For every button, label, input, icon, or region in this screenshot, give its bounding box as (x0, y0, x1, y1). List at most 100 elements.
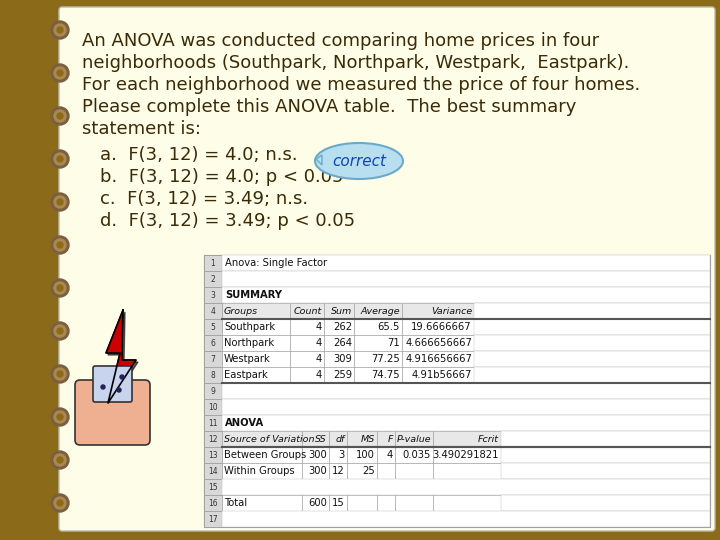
Bar (347, 447, 377, 463)
Bar (501, 447, 710, 463)
Text: 11: 11 (208, 418, 217, 428)
Circle shape (51, 21, 69, 39)
Text: 9: 9 (210, 387, 215, 395)
Text: statement is:: statement is: (82, 120, 201, 138)
Bar (222, 479, 710, 495)
Text: 100: 100 (356, 450, 375, 460)
Text: df: df (336, 435, 345, 443)
Text: 6: 6 (210, 339, 215, 348)
Text: 14: 14 (208, 467, 218, 476)
Text: 15: 15 (208, 483, 218, 491)
Circle shape (57, 70, 63, 76)
Bar (354, 367, 402, 383)
Text: An ANOVA was conducted comparing home prices in four: An ANOVA was conducted comparing home pr… (82, 32, 599, 50)
Bar (302, 431, 329, 447)
Circle shape (57, 113, 63, 119)
Circle shape (54, 325, 66, 337)
Bar (354, 303, 402, 319)
Bar (395, 463, 433, 479)
Text: Total: Total (224, 498, 247, 508)
Bar (222, 255, 710, 271)
Circle shape (54, 239, 66, 251)
Text: SS: SS (315, 435, 327, 443)
Text: ANOVA: ANOVA (225, 418, 264, 428)
Bar (204, 511, 222, 527)
Circle shape (51, 322, 69, 340)
Bar (377, 495, 395, 511)
Bar (222, 511, 710, 527)
Bar (474, 335, 710, 351)
Bar (222, 431, 302, 447)
Bar (433, 495, 501, 511)
Circle shape (57, 27, 63, 33)
Bar (204, 255, 710, 527)
Text: SUMMARY: SUMMARY (225, 290, 282, 300)
Bar (222, 415, 710, 431)
Bar (474, 367, 710, 383)
Text: 4.91b56667: 4.91b56667 (412, 370, 472, 380)
Circle shape (117, 388, 121, 392)
Bar (433, 463, 501, 479)
Circle shape (54, 411, 66, 423)
Circle shape (51, 64, 69, 82)
Circle shape (54, 67, 66, 79)
FancyBboxPatch shape (59, 7, 715, 531)
Circle shape (54, 24, 66, 36)
Bar (402, 351, 474, 367)
Text: 4: 4 (316, 338, 322, 348)
Text: b.  F(3, 12) = 4.0; p < 0.05: b. F(3, 12) = 4.0; p < 0.05 (100, 168, 343, 186)
Bar (354, 319, 402, 335)
Bar (222, 495, 302, 511)
Text: 4: 4 (210, 307, 215, 315)
Bar (474, 351, 710, 367)
Bar (354, 335, 402, 351)
Bar (204, 447, 222, 463)
Bar (204, 399, 222, 415)
Bar (324, 319, 354, 335)
Bar (290, 303, 324, 319)
Bar (204, 367, 222, 383)
Circle shape (57, 371, 63, 377)
Ellipse shape (315, 143, 403, 179)
Text: 259: 259 (333, 370, 352, 380)
Text: 25: 25 (362, 466, 375, 476)
Text: d.  F(3, 12) = 3.49; p < 0.05: d. F(3, 12) = 3.49; p < 0.05 (100, 212, 355, 230)
Bar (402, 367, 474, 383)
Bar (433, 431, 501, 447)
Bar (324, 367, 354, 383)
Text: correct: correct (332, 153, 386, 168)
Circle shape (54, 497, 66, 509)
Circle shape (57, 457, 63, 463)
Text: 71: 71 (387, 338, 400, 348)
Circle shape (57, 328, 63, 334)
Text: Northpark: Northpark (224, 338, 274, 348)
Text: Fcrit: Fcrit (478, 435, 499, 443)
Circle shape (51, 365, 69, 383)
Bar (204, 303, 222, 319)
Text: 19.6666667: 19.6666667 (411, 322, 472, 332)
Circle shape (57, 199, 63, 205)
Bar (204, 495, 222, 511)
Bar (222, 351, 290, 367)
Text: 3.490291821: 3.490291821 (433, 450, 499, 460)
Bar (433, 447, 501, 463)
Text: neighborhoods (Southpark, Northpark, Westpark,  Eastpark).: neighborhoods (Southpark, Northpark, Wes… (82, 54, 629, 72)
Text: Within Groups: Within Groups (224, 466, 294, 476)
Circle shape (54, 153, 66, 165)
Bar (395, 447, 433, 463)
Text: c.  F(3, 12) = 3.49; n.s.: c. F(3, 12) = 3.49; n.s. (100, 190, 308, 208)
Circle shape (57, 500, 63, 506)
Text: 12: 12 (332, 466, 345, 476)
Text: 264: 264 (333, 338, 352, 348)
Circle shape (101, 385, 105, 389)
Bar (402, 335, 474, 351)
Bar (290, 351, 324, 367)
Bar (204, 415, 222, 431)
Circle shape (57, 414, 63, 420)
FancyBboxPatch shape (75, 380, 150, 445)
Bar (354, 351, 402, 367)
Bar (204, 255, 222, 271)
Text: 300: 300 (308, 450, 327, 460)
Bar (329, 495, 347, 511)
Bar (290, 319, 324, 335)
